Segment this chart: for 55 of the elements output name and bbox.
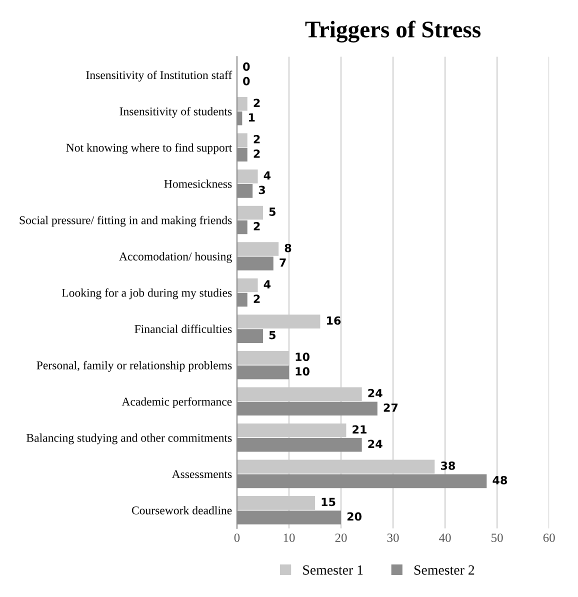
y-tick-label: Looking for a job during my studies	[62, 288, 232, 300]
data-label: 8	[284, 244, 292, 252]
bar	[236, 170, 258, 184]
bar	[236, 278, 258, 292]
y-tick-label: Insensitivity of students	[120, 106, 232, 118]
data-label: 15	[322, 498, 336, 506]
x-tick-label: 40	[439, 534, 451, 542]
y-tick-label: Homesickness	[164, 180, 232, 188]
data-label: 5	[269, 331, 276, 340]
data-label: 21	[352, 425, 366, 434]
y-tick-label: Insensitivity of Institution staff	[86, 70, 232, 82]
data-label: 3	[258, 186, 265, 194]
data-label: 4	[264, 280, 271, 288]
bar	[236, 206, 263, 220]
data-label: 16	[327, 316, 341, 325]
x-tick-label: 10	[284, 534, 295, 542]
bar	[236, 133, 248, 148]
data-label: 2	[254, 294, 260, 303]
data-label: 0	[243, 76, 250, 86]
data-label: 2	[254, 98, 260, 107]
data-label: 2	[254, 134, 260, 144]
x-tick-label: 20	[335, 534, 347, 542]
y-tick-label: Financial difficulties	[134, 324, 232, 334]
data-label: 2	[254, 222, 260, 230]
bar	[236, 242, 279, 256]
data-label: 24	[368, 440, 382, 448]
data-label: 10	[296, 367, 310, 376]
x-tick-label: 50	[492, 534, 503, 542]
y-tick-label: Balancing studying and other commitments	[26, 434, 232, 444]
data-label: 1	[248, 113, 255, 122]
y-tick-label: Accomodation/ housing	[119, 252, 232, 263]
data-label: 38	[440, 461, 455, 470]
legend-label: Semester 2	[414, 565, 474, 575]
data-label: 10	[296, 352, 310, 362]
data-label: 48	[492, 476, 508, 484]
x-tick-label: 30	[387, 534, 399, 542]
y-tick-label: Social pressure/ fitting in and making friends	[20, 216, 232, 227]
x-tick-label: 60	[543, 534, 555, 542]
data-label: 27	[384, 403, 398, 412]
y-tick-label: Academic performance	[122, 397, 232, 408]
bar	[236, 96, 248, 111]
chart-title: Triggers of Stress	[305, 20, 481, 42]
data-label: 4	[264, 171, 271, 180]
y-tick-label: Personal, family or relationship problems	[36, 360, 232, 372]
data-label: 2	[254, 149, 260, 158]
legend-label: Semester 1	[303, 565, 363, 575]
data-label: 24	[368, 388, 382, 398]
data-label: 20	[347, 512, 362, 521]
x-tick-label: 0	[234, 534, 240, 542]
y-tick-label: Assessments	[172, 470, 232, 478]
data-label: 5	[269, 208, 276, 216]
data-label: 0	[243, 62, 250, 71]
y-tick-label: Coursework deadline	[132, 506, 232, 514]
y-tick-label: Not knowing where to find support	[66, 143, 232, 154]
data-label: 7	[280, 258, 286, 267]
